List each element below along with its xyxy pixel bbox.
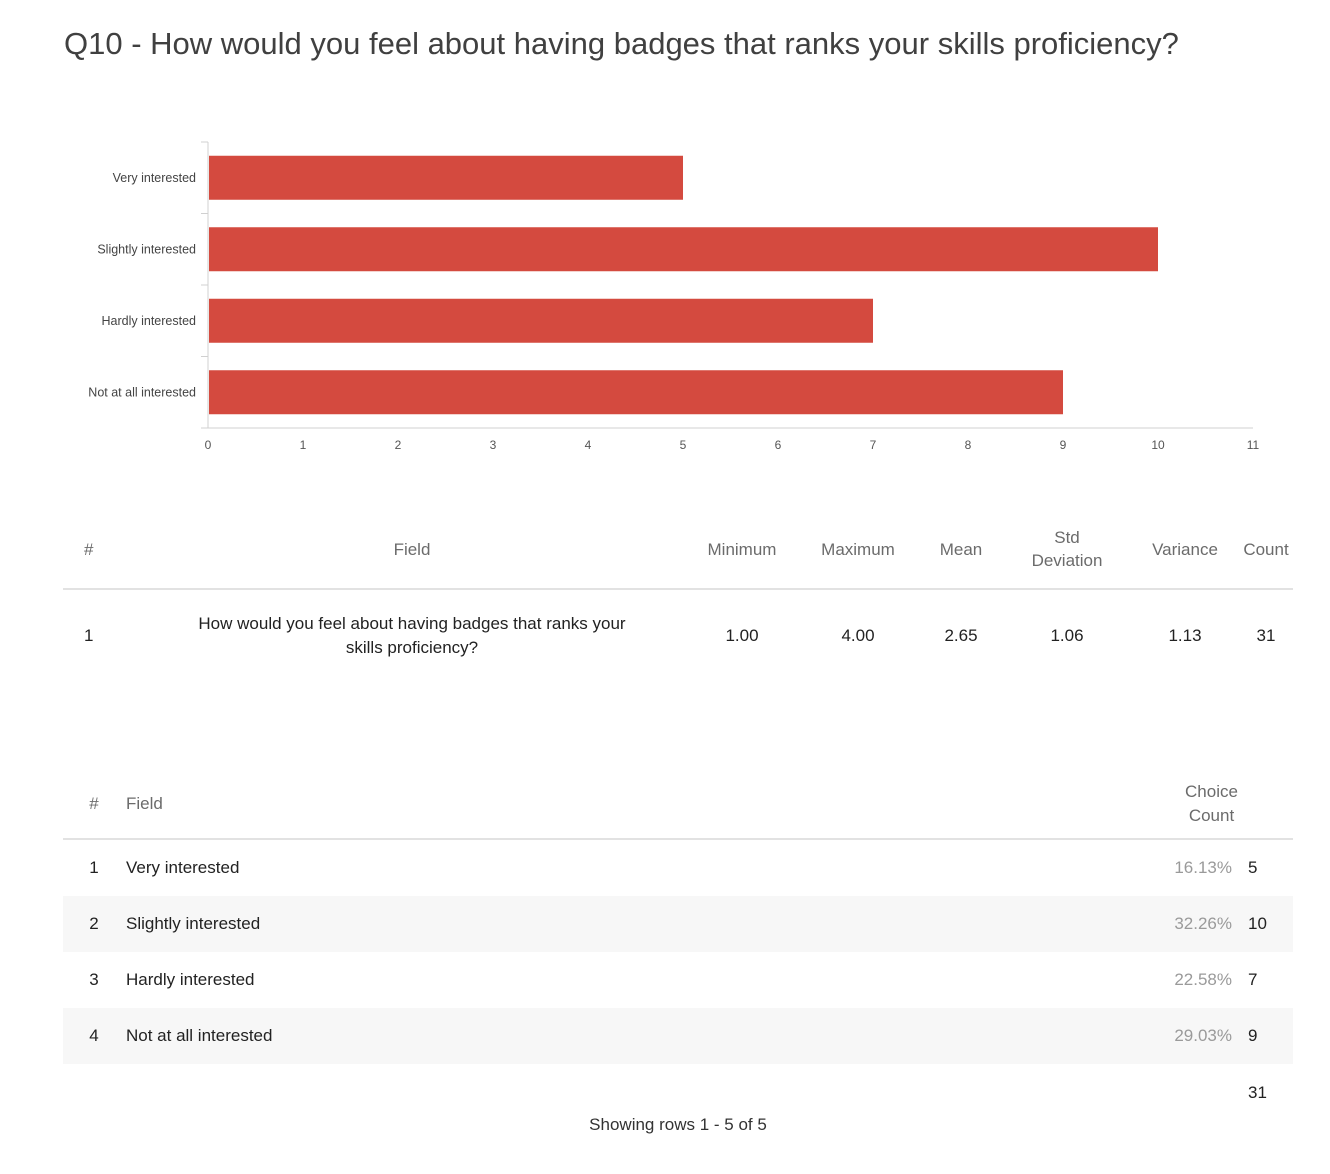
page-title: Q10 - How would you feel about having ba…	[64, 26, 1179, 61]
row-count: 31	[1256, 626, 1276, 645]
total-count: 31	[1242, 1064, 1293, 1122]
table-row: 4 Not at all interested 29.03% 9	[63, 1008, 1293, 1064]
bar	[209, 370, 1063, 415]
table-row: 1 How would you feel about having badges…	[63, 589, 1293, 682]
x-tick-label: 8	[965, 438, 972, 452]
choice-count-table: # Field Choice Count 1 Very interested 1…	[63, 770, 1293, 1122]
row-field: Hardly interested	[126, 970, 255, 989]
header-choice-line2: Count	[1188, 806, 1235, 825]
table-row: 1 Very interested 16.13% 5	[63, 839, 1293, 896]
header-num: #	[63, 770, 125, 840]
row-field: How would you feel about having badges t…	[198, 614, 626, 657]
x-tick-label: 3	[490, 438, 497, 452]
row-percent: 16.13%	[1174, 858, 1232, 877]
x-tick-label: 0	[205, 438, 212, 452]
total-row: 31	[63, 1064, 1293, 1122]
header-choice-line1: Choice	[1185, 782, 1238, 801]
x-tick-label: 5	[680, 438, 687, 452]
category-label: Very interested	[113, 171, 196, 185]
header-minimum: Minimum	[687, 510, 797, 590]
bar	[209, 227, 1158, 272]
header-std-line1: Std	[1054, 528, 1080, 547]
row-mean: 2.65	[944, 626, 978, 645]
row-percent: 29.03%	[1071, 1008, 1242, 1064]
row-percent: 22.58%	[1174, 970, 1232, 989]
category-label: Not at all interested	[88, 385, 196, 399]
row-num: 3	[89, 970, 99, 989]
table-row: 2 Slightly interested 32.26% 10	[63, 896, 1293, 952]
x-tick-label: 10	[1151, 438, 1165, 452]
row-field: Not at all interested	[125, 1008, 1071, 1064]
bar	[209, 298, 873, 343]
table-row: 3 Hardly interested 22.58% 7	[63, 952, 1293, 1008]
row-count: 10	[1242, 896, 1293, 952]
row-num: 1	[89, 858, 99, 877]
header-num: #	[63, 510, 137, 590]
category-label: Slightly interested	[97, 242, 196, 256]
row-num: 4	[63, 1008, 125, 1064]
x-tick-label: 9	[1060, 438, 1067, 452]
x-tick-label: 7	[870, 438, 877, 452]
row-count: 9	[1242, 1008, 1293, 1064]
header-variance: Variance	[1131, 510, 1239, 590]
x-tick-label: 1	[300, 438, 307, 452]
row-maximum: 4.00	[841, 626, 875, 645]
header-field: Field	[125, 770, 1071, 840]
bar-chart: 0 1 2 3 4 5 6 7 8 9 10 11 Very interested Slightly in…	[88, 141, 1260, 452]
x-tick-label: 4	[585, 438, 592, 452]
header-std-deviation: Std Deviation	[1003, 510, 1131, 590]
choices-header-row: # Field Choice Count	[63, 770, 1293, 840]
x-tick-label: 11	[1247, 438, 1260, 452]
row-std: 1.06	[1050, 626, 1084, 645]
row-num: 1	[84, 626, 94, 645]
category-label: Hardly interested	[102, 314, 197, 328]
row-field: Slightly interested	[125, 896, 1071, 952]
row-count: 7	[1248, 970, 1258, 989]
row-minimum: 1.00	[725, 626, 759, 645]
header-std-line2: Deviation	[1031, 551, 1103, 570]
bar	[209, 155, 683, 200]
header-choice-count: Choice Count	[1071, 770, 1293, 840]
pagination-status: Showing rows 1 - 5 of 5	[589, 1115, 767, 1134]
stats-header-row: # Field Minimum Maximum Mean Std Deviati…	[63, 510, 1293, 590]
x-tick-label: 2	[395, 438, 402, 452]
header-maximum: Maximum	[797, 510, 919, 590]
header-count: Count	[1239, 510, 1293, 590]
row-count: 5	[1248, 858, 1258, 877]
row-variance: 1.13	[1168, 626, 1202, 645]
header-mean: Mean	[919, 510, 1003, 590]
header-field: Field	[137, 510, 687, 590]
row-num: 2	[63, 896, 125, 952]
statistics-table: # Field Minimum Maximum Mean Std Deviati…	[63, 510, 1293, 682]
x-tick-label: 6	[775, 438, 782, 452]
row-field: Very interested	[126, 858, 240, 877]
row-percent: 32.26%	[1071, 896, 1242, 952]
